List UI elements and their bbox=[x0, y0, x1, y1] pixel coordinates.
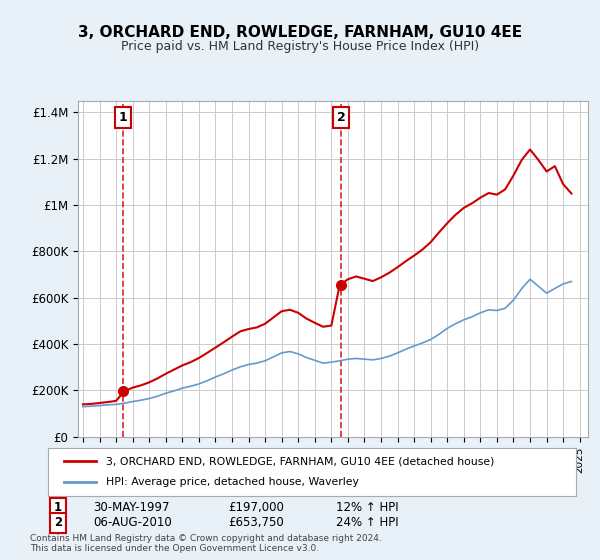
Text: 30-MAY-1997: 30-MAY-1997 bbox=[93, 501, 170, 514]
Text: 2: 2 bbox=[54, 516, 62, 529]
Text: £197,000: £197,000 bbox=[228, 501, 284, 514]
Text: 3, ORCHARD END, ROWLEDGE, FARNHAM, GU10 4EE: 3, ORCHARD END, ROWLEDGE, FARNHAM, GU10 … bbox=[78, 25, 522, 40]
Text: Contains HM Land Registry data © Crown copyright and database right 2024.
This d: Contains HM Land Registry data © Crown c… bbox=[30, 534, 382, 553]
Text: 12% ↑ HPI: 12% ↑ HPI bbox=[336, 501, 398, 514]
Text: HPI: Average price, detached house, Waverley: HPI: Average price, detached house, Wave… bbox=[106, 477, 359, 487]
Text: 24% ↑ HPI: 24% ↑ HPI bbox=[336, 516, 398, 529]
Text: 2: 2 bbox=[337, 111, 346, 124]
Text: 1: 1 bbox=[119, 111, 127, 124]
Text: 1: 1 bbox=[54, 501, 62, 514]
Text: Price paid vs. HM Land Registry's House Price Index (HPI): Price paid vs. HM Land Registry's House … bbox=[121, 40, 479, 53]
Text: £653,750: £653,750 bbox=[228, 516, 284, 529]
Text: 3, ORCHARD END, ROWLEDGE, FARNHAM, GU10 4EE (detached house): 3, ORCHARD END, ROWLEDGE, FARNHAM, GU10 … bbox=[106, 456, 494, 466]
Text: 06-AUG-2010: 06-AUG-2010 bbox=[93, 516, 172, 529]
